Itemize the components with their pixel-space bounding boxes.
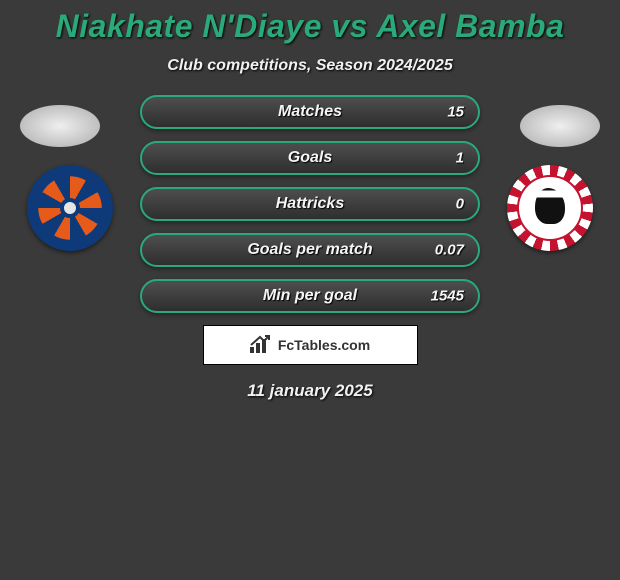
player-photo-left (20, 105, 100, 147)
stat-row: Goals1 (140, 141, 480, 175)
stat-label: Goals (140, 149, 480, 167)
stat-bars: Matches15 Goals1 Hattricks0 Goals per match… (140, 95, 480, 325)
stat-value-right: 1545 (431, 288, 464, 305)
stat-value-right: 0.07 (435, 242, 464, 259)
stat-label: Matches (140, 103, 480, 121)
stat-row: Matches15 (140, 95, 480, 129)
stat-row: Goals per match0.07 (140, 233, 480, 267)
ajaccio-badge-icon (507, 165, 593, 251)
team-badge-right (500, 165, 600, 251)
bar-chart-icon (250, 337, 272, 353)
stat-row: Hattricks0 (140, 187, 480, 221)
page-title: Niakhate N'Diaye vs Axel Bamba (0, 0, 620, 45)
stat-value-right: 1 (456, 150, 464, 167)
stat-label: Min per goal (140, 287, 480, 305)
watermark-brand: FcTables (278, 337, 338, 353)
watermark-suffix: .com (337, 337, 370, 353)
stat-label: Hattricks (140, 195, 480, 213)
stat-value-right: 15 (447, 104, 464, 121)
stat-row: Min per goal1545 (140, 279, 480, 313)
date-text: 11 january 2025 (0, 381, 620, 401)
stats-area: Matches15 Goals1 Hattricks0 Goals per match… (0, 95, 620, 315)
subtitle: Club competitions, Season 2024/2025 (0, 57, 620, 75)
tappara-badge-icon (27, 165, 113, 251)
player-photo-right (520, 105, 600, 147)
watermark-box: FcTables.com (203, 325, 418, 365)
team-badge-left (20, 165, 120, 251)
watermark-text: FcTables.com (278, 337, 370, 353)
trend-arrow-icon (250, 335, 270, 347)
stat-label: Goals per match (140, 241, 480, 259)
stat-value-right: 0 (456, 196, 464, 213)
infographic-container: Niakhate N'Diaye vs Axel Bamba Club comp… (0, 0, 620, 450)
